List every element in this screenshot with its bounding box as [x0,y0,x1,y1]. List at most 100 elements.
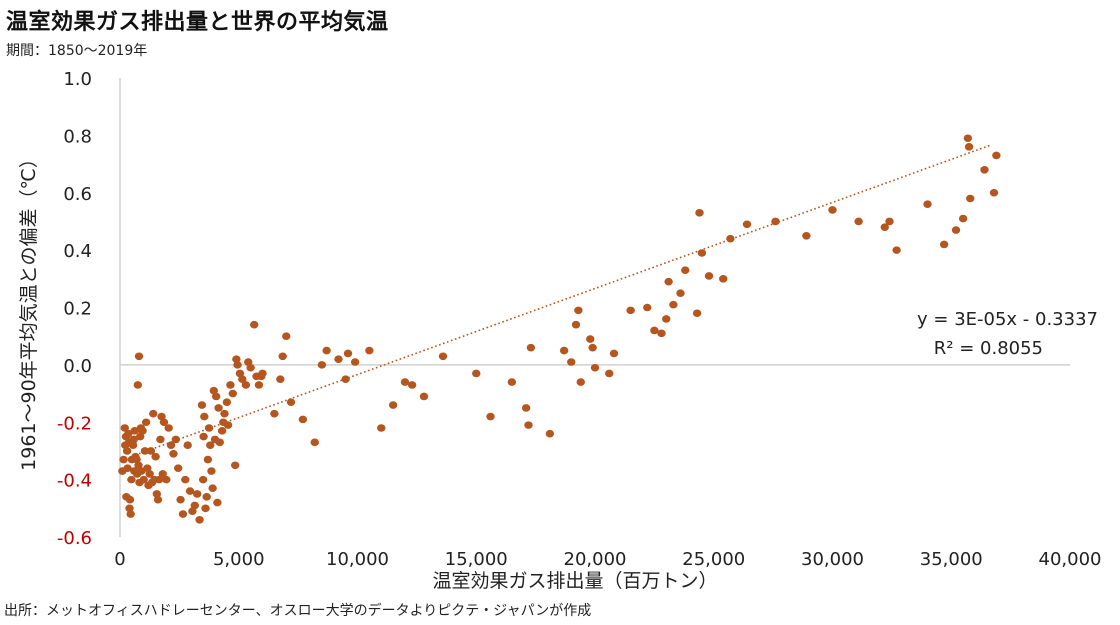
data-point [134,461,143,470]
data-point [215,438,224,447]
data-point [126,510,135,518]
data-point [238,375,247,384]
data-point [222,398,232,406]
trendline [138,144,992,455]
data-point [207,467,216,475]
data-point [176,495,185,504]
data-point [400,378,410,386]
data-point [276,375,285,384]
data-point [190,501,200,510]
data-point [258,369,267,378]
y-tick-label: 0.4 [63,241,92,262]
trendline-group [138,144,992,455]
data-point [232,355,241,363]
data-point [214,404,223,412]
data-point [989,188,999,197]
data-point [310,438,319,447]
data-point [664,277,673,286]
y-tick-label: -0.2 [57,413,92,434]
data-point [171,435,181,444]
x-tick-label: 0 [114,549,125,570]
data-point [135,432,145,441]
data-point [590,363,600,372]
data-point [828,206,837,214]
data-point [235,369,245,378]
data-point [141,418,151,427]
data-point [145,470,154,478]
data-point [438,352,448,361]
data-point [521,404,531,412]
x-axis-ticks: 0 5,000 10,000 15,000 20,000 25,000 30,000 35,0… [114,549,1101,570]
data-point [206,441,215,450]
data-point [771,217,780,226]
data-point [124,429,133,438]
data-point [199,432,208,441]
data-point [246,363,255,372]
data-point [472,369,481,378]
data-point [154,475,164,484]
r-squared-label: R² = 0.8055 [934,338,1043,359]
data-point [545,429,555,438]
x-tick-label: 10,000 [326,549,389,570]
data-point [571,320,581,329]
data-point [185,487,195,495]
data-point [885,217,894,226]
data-point [726,234,735,243]
data-point [152,490,162,498]
x-tick-label: 35,000 [920,549,983,570]
data-point [322,346,331,355]
data-point [576,378,585,386]
data-point [226,381,235,389]
data-point [128,441,138,450]
data-point [992,151,1001,160]
data-point [676,289,685,297]
data-point [198,475,208,484]
data-point [188,507,197,515]
x-tick-label: 5,000 [213,549,265,570]
data-point [230,461,240,470]
data-point [298,415,308,424]
data-point [209,386,219,395]
data-point [662,315,671,323]
data-point [140,447,150,455]
y-axis-line [119,78,1070,537]
chart-title: 温室効果ガス排出量と世界の平均気温 [6,10,389,35]
data-point [643,303,652,312]
data-point [202,493,211,501]
data-point [695,209,704,217]
data-point [282,332,291,340]
data-point [143,464,152,472]
data-point [343,349,353,358]
data-point [119,455,128,464]
data-point [228,389,238,398]
data-point [208,484,217,493]
data-point [963,134,973,143]
data-point [134,352,144,361]
data-point [341,375,350,384]
data-point [923,200,932,209]
y-axis-ticks: 1.0 0.8 0.6 0.4 0.2 0.0 -0.2 -0.4 -0.6 [57,69,92,549]
data-point [220,409,229,418]
data-point [125,495,135,504]
data-point [249,320,259,329]
data-point [802,231,811,240]
data-point [334,355,343,363]
data-point [241,381,251,389]
data-point [164,424,173,432]
y-tick-label: -0.6 [57,528,92,549]
data-point [951,226,961,234]
data-point [200,412,209,421]
y-tick-label: 0.2 [63,299,92,320]
data-point [120,424,129,432]
data-point [567,358,576,366]
data-point [133,381,143,389]
data-points [118,134,1001,524]
data-point [203,455,213,464]
data-point [657,329,666,338]
x-axis-title: 温室効果ガス排出量（百万トン） [432,570,717,592]
data-point [157,412,166,421]
data-point [270,409,279,418]
data-point [159,418,169,427]
chart-subtitle: 期間：1850～2019年 [6,43,148,59]
